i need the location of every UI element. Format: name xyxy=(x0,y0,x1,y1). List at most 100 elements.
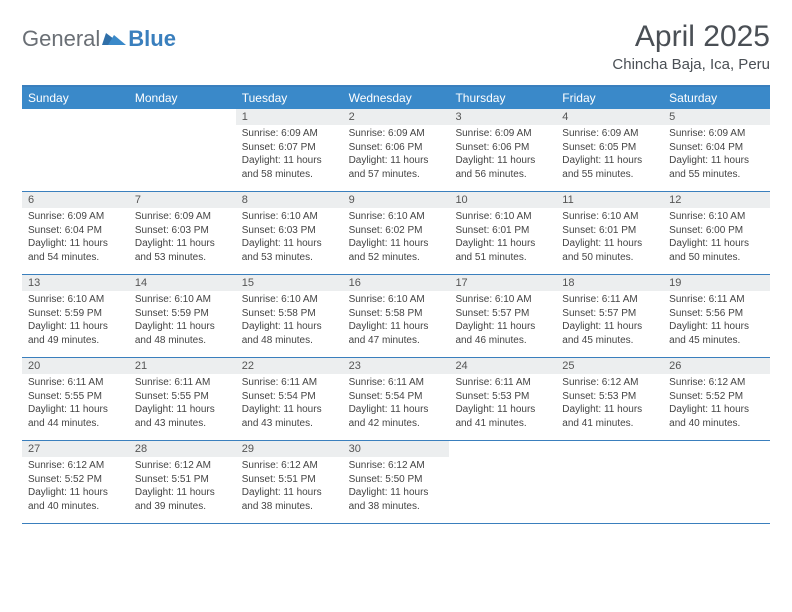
day-number: 27 xyxy=(22,441,129,457)
day-cell xyxy=(663,441,770,523)
day-body: Sunrise: 6:10 AMSunset: 5:59 PMDaylight:… xyxy=(129,291,236,351)
day-cell: 8Sunrise: 6:10 AMSunset: 6:03 PMDaylight… xyxy=(236,192,343,274)
sunrise-text: Sunrise: 6:09 AM xyxy=(669,127,764,141)
day-cell: 21Sunrise: 6:11 AMSunset: 5:55 PMDayligh… xyxy=(129,358,236,440)
daylight-text: Daylight: 11 hours and 41 minutes. xyxy=(562,403,657,430)
daylight-text: Daylight: 11 hours and 48 minutes. xyxy=(135,320,230,347)
sunrise-text: Sunrise: 6:10 AM xyxy=(455,293,550,307)
weekday-wednesday: Wednesday xyxy=(343,87,450,109)
day-body: Sunrise: 6:09 AMSunset: 6:04 PMDaylight:… xyxy=(22,208,129,268)
daylight-text: Daylight: 11 hours and 50 minutes. xyxy=(669,237,764,264)
day-cell: 11Sunrise: 6:10 AMSunset: 6:01 PMDayligh… xyxy=(556,192,663,274)
day-cell: 4Sunrise: 6:09 AMSunset: 6:05 PMDaylight… xyxy=(556,109,663,191)
day-body: Sunrise: 6:10 AMSunset: 5:57 PMDaylight:… xyxy=(449,291,556,351)
daylight-text: Daylight: 11 hours and 55 minutes. xyxy=(669,154,764,181)
sunrise-text: Sunrise: 6:11 AM xyxy=(135,376,230,390)
day-cell: 1Sunrise: 6:09 AMSunset: 6:07 PMDaylight… xyxy=(236,109,343,191)
day-cell: 29Sunrise: 6:12 AMSunset: 5:51 PMDayligh… xyxy=(236,441,343,523)
daylight-text: Daylight: 11 hours and 40 minutes. xyxy=(28,486,123,513)
day-body: Sunrise: 6:12 AMSunset: 5:51 PMDaylight:… xyxy=(236,457,343,517)
sunrise-text: Sunrise: 6:10 AM xyxy=(28,293,123,307)
day-body: Sunrise: 6:10 AMSunset: 5:58 PMDaylight:… xyxy=(236,291,343,351)
day-number: 14 xyxy=(129,275,236,291)
sunrise-text: Sunrise: 6:11 AM xyxy=(349,376,444,390)
sunrise-text: Sunrise: 6:10 AM xyxy=(669,210,764,224)
day-cell: 6Sunrise: 6:09 AMSunset: 6:04 PMDaylight… xyxy=(22,192,129,274)
sunrise-text: Sunrise: 6:12 AM xyxy=(562,376,657,390)
day-number: 1 xyxy=(236,109,343,125)
month-title: April 2025 xyxy=(612,20,770,54)
day-number: 15 xyxy=(236,275,343,291)
daylight-text: Daylight: 11 hours and 47 minutes. xyxy=(349,320,444,347)
title-block: April 2025 Chincha Baja, Ica, Peru xyxy=(612,20,770,73)
day-body: Sunrise: 6:12 AMSunset: 5:50 PMDaylight:… xyxy=(343,457,450,517)
daylight-text: Daylight: 11 hours and 46 minutes. xyxy=(455,320,550,347)
sunset-text: Sunset: 5:57 PM xyxy=(455,307,550,321)
sunset-text: Sunset: 6:04 PM xyxy=(669,141,764,155)
day-cell: 18Sunrise: 6:11 AMSunset: 5:57 PMDayligh… xyxy=(556,275,663,357)
sunrise-text: Sunrise: 6:10 AM xyxy=(242,293,337,307)
sunset-text: Sunset: 5:55 PM xyxy=(135,390,230,404)
sunset-text: Sunset: 6:05 PM xyxy=(562,141,657,155)
sunset-text: Sunset: 5:52 PM xyxy=(669,390,764,404)
day-body: Sunrise: 6:11 AMSunset: 5:53 PMDaylight:… xyxy=(449,374,556,434)
day-number: 12 xyxy=(663,192,770,208)
day-body: Sunrise: 6:11 AMSunset: 5:57 PMDaylight:… xyxy=(556,291,663,351)
day-cell: 27Sunrise: 6:12 AMSunset: 5:52 PMDayligh… xyxy=(22,441,129,523)
day-body: Sunrise: 6:11 AMSunset: 5:54 PMDaylight:… xyxy=(236,374,343,434)
day-number: 11 xyxy=(556,192,663,208)
day-body: Sunrise: 6:09 AMSunset: 6:04 PMDaylight:… xyxy=(663,125,770,185)
day-body: Sunrise: 6:11 AMSunset: 5:56 PMDaylight:… xyxy=(663,291,770,351)
day-body: Sunrise: 6:12 AMSunset: 5:52 PMDaylight:… xyxy=(22,457,129,517)
sunset-text: Sunset: 6:01 PM xyxy=(455,224,550,238)
day-number: 29 xyxy=(236,441,343,457)
daylight-text: Daylight: 11 hours and 49 minutes. xyxy=(28,320,123,347)
day-number: 16 xyxy=(343,275,450,291)
sunset-text: Sunset: 5:59 PM xyxy=(135,307,230,321)
day-number: 22 xyxy=(236,358,343,374)
day-cell: 28Sunrise: 6:12 AMSunset: 5:51 PMDayligh… xyxy=(129,441,236,523)
day-cell: 20Sunrise: 6:11 AMSunset: 5:55 PMDayligh… xyxy=(22,358,129,440)
day-number: 21 xyxy=(129,358,236,374)
weekday-thursday: Thursday xyxy=(449,87,556,109)
weekday-sunday: Sunday xyxy=(22,87,129,109)
day-cell: 3Sunrise: 6:09 AMSunset: 6:06 PMDaylight… xyxy=(449,109,556,191)
day-body: Sunrise: 6:10 AMSunset: 6:01 PMDaylight:… xyxy=(556,208,663,268)
day-cell: 2Sunrise: 6:09 AMSunset: 6:06 PMDaylight… xyxy=(343,109,450,191)
logo-text-blue: Blue xyxy=(128,26,176,52)
weekday-friday: Friday xyxy=(556,87,663,109)
daylight-text: Daylight: 11 hours and 54 minutes. xyxy=(28,237,123,264)
day-cell: 23Sunrise: 6:11 AMSunset: 5:54 PMDayligh… xyxy=(343,358,450,440)
week-row: 13Sunrise: 6:10 AMSunset: 5:59 PMDayligh… xyxy=(22,275,770,358)
daylight-text: Daylight: 11 hours and 52 minutes. xyxy=(349,237,444,264)
flag-icon xyxy=(102,29,126,50)
day-number: 25 xyxy=(556,358,663,374)
day-number: 9 xyxy=(343,192,450,208)
day-cell: 25Sunrise: 6:12 AMSunset: 5:53 PMDayligh… xyxy=(556,358,663,440)
sunset-text: Sunset: 5:50 PM xyxy=(349,473,444,487)
day-body: Sunrise: 6:11 AMSunset: 5:55 PMDaylight:… xyxy=(129,374,236,434)
sunrise-text: Sunrise: 6:11 AM xyxy=(28,376,123,390)
day-body: Sunrise: 6:10 AMSunset: 5:58 PMDaylight:… xyxy=(343,291,450,351)
daylight-text: Daylight: 11 hours and 41 minutes. xyxy=(455,403,550,430)
location: Chincha Baja, Ica, Peru xyxy=(612,56,770,73)
day-body: Sunrise: 6:11 AMSunset: 5:54 PMDaylight:… xyxy=(343,374,450,434)
day-cell: 24Sunrise: 6:11 AMSunset: 5:53 PMDayligh… xyxy=(449,358,556,440)
day-cell: 19Sunrise: 6:11 AMSunset: 5:56 PMDayligh… xyxy=(663,275,770,357)
day-number: 20 xyxy=(22,358,129,374)
daylight-text: Daylight: 11 hours and 53 minutes. xyxy=(135,237,230,264)
sunset-text: Sunset: 6:06 PM xyxy=(349,141,444,155)
day-number: 6 xyxy=(22,192,129,208)
sunrise-text: Sunrise: 6:10 AM xyxy=(349,293,444,307)
sunset-text: Sunset: 6:02 PM xyxy=(349,224,444,238)
daylight-text: Daylight: 11 hours and 38 minutes. xyxy=(349,486,444,513)
daylight-text: Daylight: 11 hours and 43 minutes. xyxy=(242,403,337,430)
daylight-text: Daylight: 11 hours and 56 minutes. xyxy=(455,154,550,181)
day-number: 3 xyxy=(449,109,556,125)
week-row: 1Sunrise: 6:09 AMSunset: 6:07 PMDaylight… xyxy=(22,109,770,192)
header: General Blue April 2025 Chincha Baja, Ic… xyxy=(22,20,770,73)
daylight-text: Daylight: 11 hours and 57 minutes. xyxy=(349,154,444,181)
day-cell: 26Sunrise: 6:12 AMSunset: 5:52 PMDayligh… xyxy=(663,358,770,440)
sunset-text: Sunset: 5:52 PM xyxy=(28,473,123,487)
sunset-text: Sunset: 5:58 PM xyxy=(242,307,337,321)
